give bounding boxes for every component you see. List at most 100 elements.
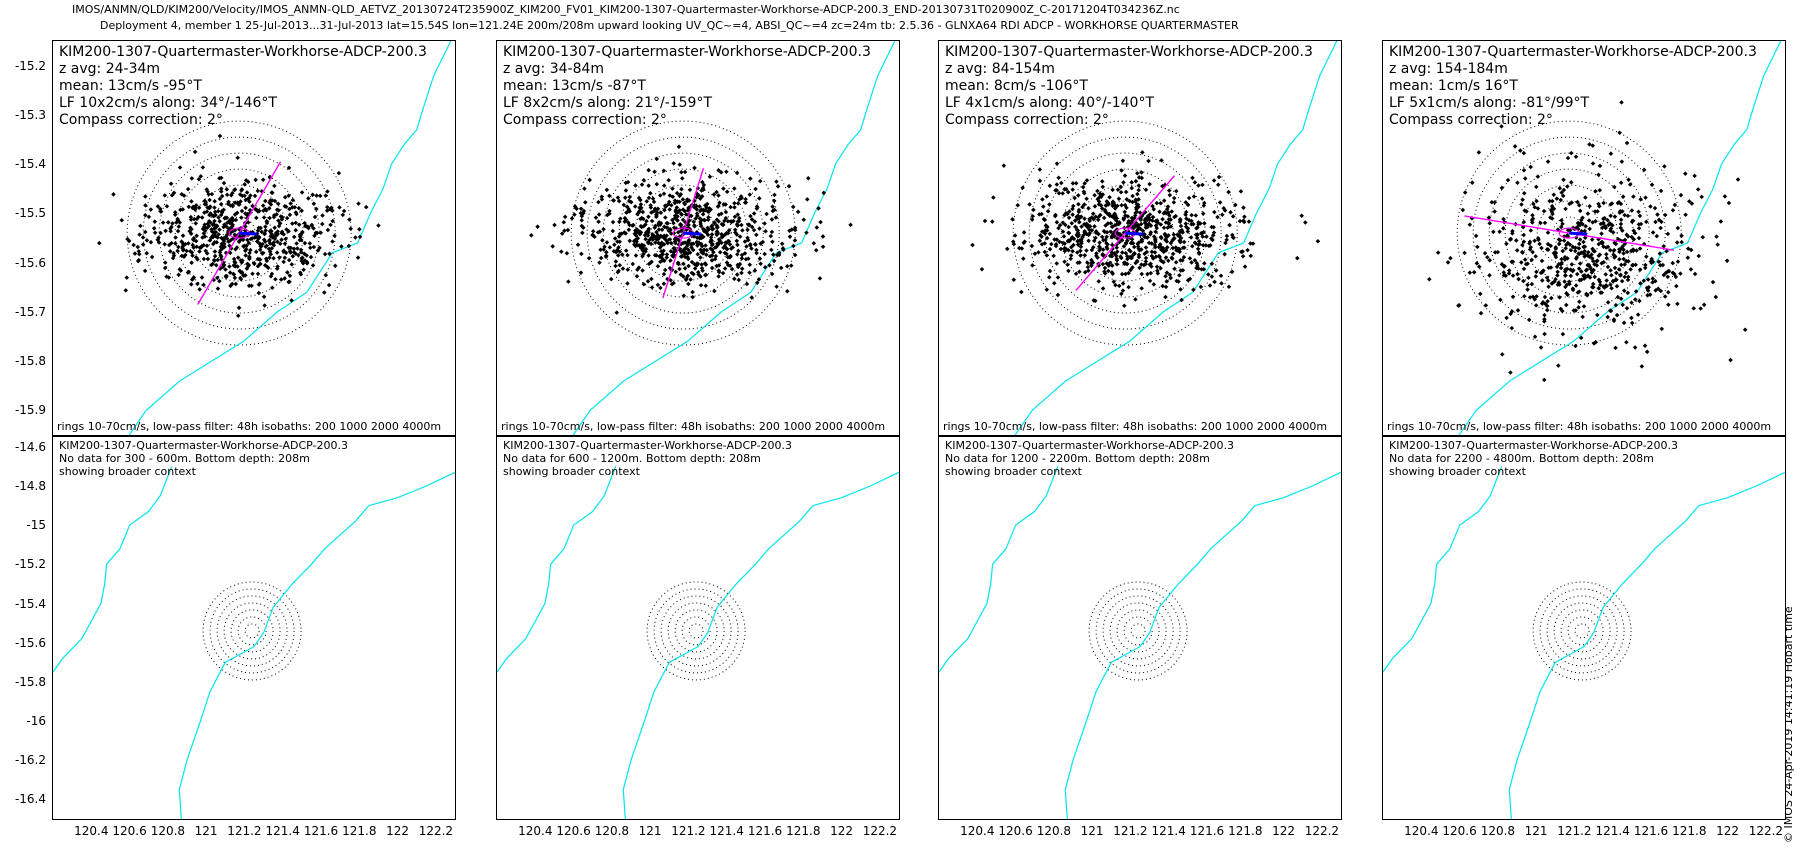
data-point: [1045, 208, 1051, 214]
data-point: [695, 252, 701, 257]
data-point: [201, 282, 206, 288]
data-point: [1630, 218, 1636, 224]
x-tick-label: 120.4: [74, 824, 109, 838]
data-point: [700, 268, 705, 273]
data-point: [1177, 219, 1183, 225]
data-point: [1047, 231, 1053, 237]
data-point: [1138, 221, 1144, 227]
data-point: [213, 229, 219, 235]
data-point: [654, 181, 660, 187]
data-point: [200, 165, 206, 170]
data-point: [1154, 264, 1160, 270]
data-point: [1052, 237, 1057, 242]
data-point: [176, 272, 181, 278]
data-point: [1188, 235, 1194, 240]
x-tick-label: 121.8: [1228, 824, 1263, 838]
data-point: [1082, 253, 1088, 258]
data-point: [302, 240, 308, 246]
speed-ring: [1109, 602, 1167, 660]
speed-ring: [602, 152, 764, 314]
data-point: [1070, 187, 1075, 192]
x-tick-label: 121.6: [303, 824, 339, 838]
isobath-line: [572, 41, 896, 435]
data-point: [1060, 229, 1066, 234]
data-point: [1586, 250, 1591, 255]
x-tick-label: 120.8: [594, 824, 630, 838]
data-point: [144, 238, 150, 243]
speed-ring: [1567, 616, 1597, 646]
data-point: [1170, 251, 1176, 257]
data-point: [1653, 278, 1658, 284]
data-point: [254, 239, 260, 244]
data-point: [143, 229, 148, 235]
data-point: [1491, 229, 1496, 235]
data-point: [792, 225, 798, 231]
data-point: [1728, 357, 1733, 363]
data-point: [1605, 314, 1610, 320]
data-point: [1147, 212, 1153, 217]
data-point: [1655, 212, 1660, 217]
current-scatter-plot: [97, 41, 452, 435]
data-point: [180, 233, 186, 238]
data-point: [720, 270, 726, 276]
data-point: [200, 226, 206, 232]
x-tick-label: 121.2: [1557, 824, 1592, 838]
data-point: [282, 255, 288, 260]
data-point: [1675, 259, 1681, 264]
file-path-title: IMOS/ANMN/QLD/KIM200/Velocity/IMOS_ANMN-…: [72, 3, 1180, 16]
data-point: [1095, 217, 1101, 223]
data-point: [322, 251, 328, 257]
data-point: [1560, 193, 1566, 199]
data-point: [1228, 210, 1233, 215]
data-point: [1207, 283, 1213, 288]
data-point: [1185, 229, 1191, 234]
data-point: [199, 275, 205, 280]
data-point: [1210, 233, 1216, 238]
data-point: [215, 286, 221, 291]
data-point: [1645, 277, 1651, 282]
data-point: [1016, 245, 1022, 251]
data-point: [308, 245, 313, 251]
data-point: [1670, 208, 1676, 213]
data-point: [1563, 206, 1568, 212]
data-point: [1579, 269, 1584, 274]
data-point: [1163, 255, 1169, 260]
data-point: [1585, 211, 1591, 216]
speed-ring: [688, 623, 704, 639]
y-tick-label-top: -15.2: [14, 58, 46, 73]
speed-ring: [1095, 588, 1181, 674]
data-point: [1011, 277, 1017, 282]
data-point: [686, 263, 691, 269]
isobath-line: [128, 41, 452, 435]
data-point: [1448, 255, 1453, 261]
data-point: [1672, 202, 1678, 208]
data-point: [217, 133, 223, 139]
data-point: [297, 237, 303, 243]
context-map: [939, 466, 1341, 819]
data-point: [1675, 301, 1680, 307]
data-point: [736, 248, 741, 254]
speed-ring: [1130, 623, 1146, 639]
data-point: [1171, 200, 1177, 205]
data-point: [678, 222, 683, 228]
data-point: [1185, 202, 1191, 208]
data-point: [1183, 212, 1188, 217]
data-point: [1742, 327, 1748, 332]
x-tick-label: 120.6: [112, 824, 147, 838]
data-point: [664, 252, 670, 257]
data-point: [739, 222, 744, 228]
instrument-label: KIM200-1307-Quartermaster-Workhorse-ADCP…: [503, 439, 793, 452]
data-point: [1570, 287, 1576, 293]
data-point: [1066, 268, 1071, 274]
data-point: [646, 214, 651, 220]
data-point: [1608, 202, 1613, 207]
y-tick-label-bottom: -15.8: [14, 674, 46, 689]
data-point: [323, 272, 329, 278]
data-point: [290, 221, 295, 226]
data-point: [630, 261, 636, 267]
data-point: [1607, 247, 1613, 253]
data-point: [1632, 345, 1638, 350]
data-point: [268, 202, 274, 207]
data-point: [253, 249, 259, 255]
data-point: [817, 276, 823, 281]
